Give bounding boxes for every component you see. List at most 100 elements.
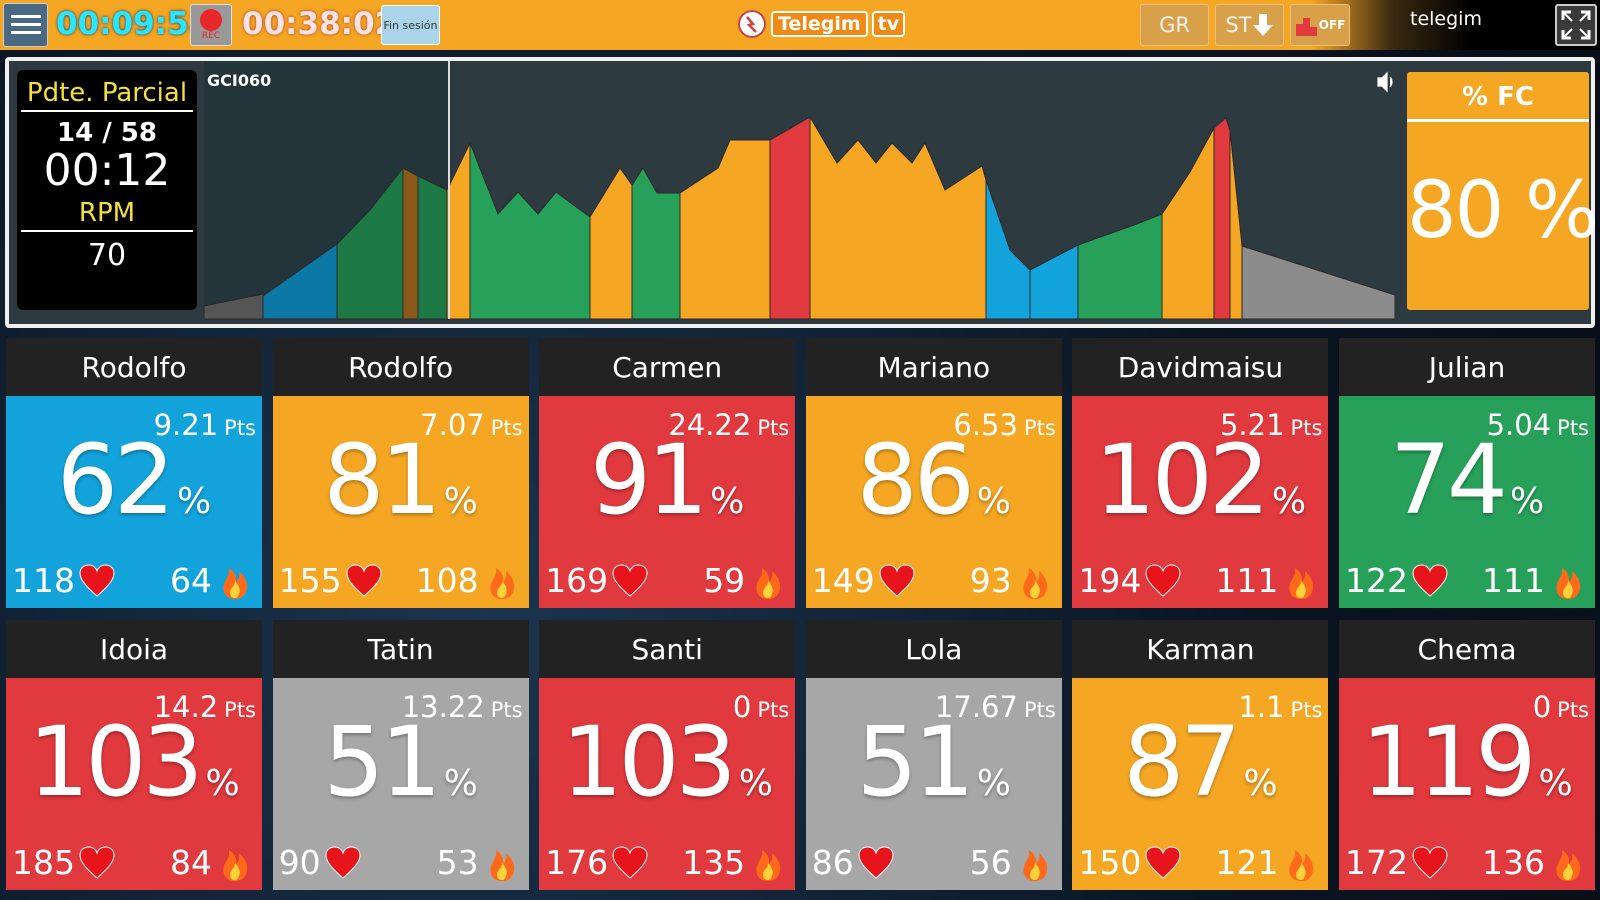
down-arrow <box>1252 14 1273 36</box>
points: 24.22 Pts <box>668 408 789 442</box>
calories-value: 111 <box>1482 560 1545 600</box>
flame-icon <box>490 850 514 881</box>
fc-percent: 91% <box>539 424 795 536</box>
heart-rate: 122 <box>1345 561 1448 600</box>
athlete-card: Julian 5.04 Pts 74% 122 111 <box>1339 338 1595 608</box>
heart-rate-value: 86 <box>811 843 854 882</box>
calories: 136 <box>1482 842 1583 882</box>
points-unit: Pts <box>1557 698 1589 722</box>
heart-rate: 169 <box>545 561 648 600</box>
percent-unit: % <box>1538 763 1573 804</box>
heart-rate-value: 185 <box>12 843 75 882</box>
points: 1.1 Pts <box>1238 690 1322 724</box>
fc-percent: 81% <box>273 424 529 536</box>
percent-value: 51 <box>323 706 441 818</box>
ranking-button[interactable]: OFF <box>1290 4 1350 46</box>
gr-button[interactable]: GR <box>1140 4 1209 46</box>
percent-unit: % <box>710 481 745 522</box>
points-value: 13.22 <box>401 690 485 724</box>
podium-icon <box>1295 18 1317 36</box>
fullscreen-button[interactable] <box>1555 4 1597 46</box>
fc-percent: 86% <box>806 424 1062 536</box>
profile-segment <box>1213 117 1231 320</box>
athlete-name: Tatin <box>272 620 529 678</box>
end-session-button[interactable]: Fin sesión <box>381 5 440 45</box>
heart-icon <box>1412 845 1448 879</box>
segment-countdown: 00:12 <box>43 145 171 196</box>
heart-rate-value: 150 <box>1078 843 1142 882</box>
heart-icon <box>612 563 648 597</box>
points-unit: Pts <box>757 416 790 440</box>
logo-icon <box>738 10 766 38</box>
card-body: 14.2 Pts 103% 185 84 <box>6 678 262 890</box>
calories: 56 <box>970 842 1050 882</box>
heart-icon <box>1412 563 1448 597</box>
rec-button[interactable]: REC <box>190 4 232 46</box>
heart-rate: 172 <box>1345 843 1448 882</box>
athlete-card: Lola 17.67 Pts 51% 86 56 <box>805 620 1062 890</box>
heart-rate: 176 <box>545 843 648 882</box>
heart-rate: 194 <box>1078 561 1181 600</box>
flame-icon <box>756 850 781 881</box>
profile-segment <box>446 142 471 320</box>
card-body: 24.22 Pts 91% 169 59 <box>539 396 796 608</box>
flame-icon <box>1556 568 1581 599</box>
points-value: 0 <box>1532 690 1552 724</box>
points-unit: Pts <box>1023 416 1056 440</box>
flame-icon <box>1023 850 1047 881</box>
total-time: 00:38:02 <box>242 6 397 42</box>
fc-percent: 119% <box>1339 706 1595 818</box>
calories-value: 121 <box>1215 842 1279 882</box>
heart-rate-value: 169 <box>545 561 609 600</box>
fc-box: % FC 80 % <box>1407 72 1599 310</box>
heart-icon <box>346 563 382 597</box>
points-unit: Pts <box>224 416 256 440</box>
flame-icon <box>223 850 248 881</box>
calories-value: 93 <box>969 560 1012 600</box>
profile-segment <box>1229 129 1243 320</box>
card-body: 13.22 Pts 51% 90 53 <box>272 678 529 890</box>
rec-label: REC <box>201 31 221 41</box>
athlete-name: Rodolfo <box>272 338 529 396</box>
segment-metric: RPM <box>21 194 193 232</box>
points-unit: Pts <box>224 698 256 722</box>
flame-icon <box>490 568 514 599</box>
heart-rate: 155 <box>279 561 382 600</box>
logo-text: Telegim <box>771 11 868 37</box>
points-unit: Pts <box>490 416 523 440</box>
sound-icon <box>1377 71 1393 93</box>
percent-value: 103 <box>561 706 736 818</box>
heart-rate: 185 <box>12 843 115 882</box>
profile-segment <box>769 116 811 320</box>
profile-panel: Pdte. Parcial 14 / 58 00:12 RPM 70 <box>5 57 1599 328</box>
points-value: 24.22 <box>668 408 752 442</box>
athlete-name: Lola <box>805 620 1062 678</box>
st-button[interactable]: ST <box>1215 4 1284 46</box>
segment-progress: 14 / 58 <box>57 118 157 148</box>
athlete-name: Davidmaisu <box>1072 338 1329 396</box>
heart-rate: 86 <box>812 843 894 882</box>
heart-rate: 150 <box>1078 843 1181 882</box>
athlete-name: Rodolfo <box>6 338 262 396</box>
points: 0 Pts <box>733 690 789 724</box>
points-unit: Pts <box>1290 698 1323 722</box>
off-label: OFF <box>1318 18 1346 32</box>
points-unit: Pts <box>757 698 790 722</box>
calories-value: 136 <box>1482 842 1545 882</box>
points-value: 6.53 <box>953 408 1018 442</box>
athlete-card: Rodolfo 9.21 Pts 62% 118 64 <box>6 338 262 608</box>
menu-button[interactable] <box>3 3 48 47</box>
heart-rate-value: 90 <box>278 843 321 882</box>
percent-unit: % <box>176 481 212 522</box>
logo: Telegim tv <box>737 9 906 39</box>
heart-rate: 149 <box>812 561 915 600</box>
points: 17.67 Pts <box>935 690 1056 724</box>
athlete-card: Santi 0 Pts 103% 176 135 <box>539 620 796 890</box>
points: 9.21 Pts <box>154 408 256 442</box>
calories: 111 <box>1482 560 1583 600</box>
calories-value: 111 <box>1215 560 1279 600</box>
profile-segment <box>1161 127 1215 320</box>
points: 5.04 Pts <box>1487 408 1589 442</box>
calories: 108 <box>416 560 517 600</box>
heart-rate-value: 172 <box>1345 843 1408 882</box>
